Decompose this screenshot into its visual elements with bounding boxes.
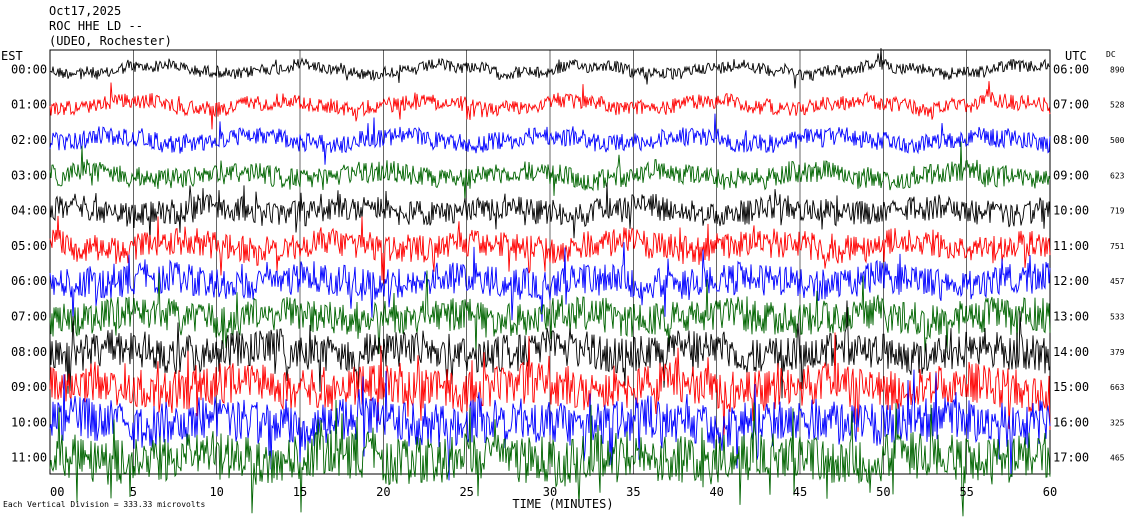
est-time-label: 11:00: [11, 451, 47, 465]
dc-value: 465: [1110, 454, 1125, 463]
est-time-label: 01:00: [11, 98, 47, 112]
est-time-label: 03:00: [11, 168, 47, 182]
scale-note: Each Vertical Division = 333.33 microvol…: [3, 500, 206, 509]
utc-time-label: 13:00: [1053, 310, 1089, 324]
est-time-label: 00:00: [11, 62, 47, 76]
trace-line: [49, 141, 1051, 202]
x-tick-label: 15: [293, 485, 307, 499]
est-time-label: 08:00: [11, 345, 47, 359]
x-tick-label: 30: [543, 485, 557, 499]
dc-value: 719: [1110, 207, 1125, 216]
dc-value: 751: [1110, 242, 1125, 251]
chart-header: Oct17,2025 ROC HHE LD -- (UDEO, Rocheste…: [49, 4, 172, 49]
trace-line: [49, 113, 1051, 165]
x-tick-label: 40: [709, 485, 723, 499]
est-time-label: 04:00: [11, 204, 47, 218]
trace-line: [49, 182, 1051, 242]
trace-line: [49, 215, 1051, 284]
utc-time-label: 07:00: [1053, 98, 1089, 112]
x-tick-label: 35: [626, 485, 640, 499]
est-axis-label: EST: [1, 49, 23, 63]
x-tick-label: 25: [459, 485, 473, 499]
utc-time-label: 15:00: [1053, 380, 1089, 394]
trace-line: [49, 300, 1051, 399]
x-tick-label: 10: [209, 485, 223, 499]
est-time-label: 02:00: [11, 133, 47, 147]
trace-line: [49, 270, 1051, 355]
x-tick-label: 45: [793, 485, 807, 499]
utc-time-label: 06:00: [1053, 62, 1089, 76]
x-tick-label: 55: [959, 485, 973, 499]
est-time-label: 07:00: [11, 310, 47, 324]
dc-column-header: DC: [1106, 50, 1116, 59]
x-axis-title: TIME (MINUTES): [512, 497, 613, 511]
trace-line: [49, 48, 1051, 89]
x-tick-label: 60: [1043, 485, 1057, 499]
trace-line: [49, 81, 1051, 130]
trace-line: [49, 242, 1051, 322]
utc-time-label: 11:00: [1053, 239, 1089, 253]
x-tick-label: 20: [376, 485, 390, 499]
network-label: (UDEO, Rochester): [49, 34, 172, 48]
dc-value: 890: [1110, 65, 1125, 74]
dc-value: 528: [1110, 101, 1125, 110]
dc-value: 533: [1110, 313, 1125, 322]
utc-time-label: 08:00: [1053, 133, 1089, 147]
utc-axis-label: UTC: [1065, 49, 1087, 63]
dc-value: 663: [1110, 383, 1125, 392]
dc-value: 457: [1110, 277, 1125, 286]
utc-time-label: 12:00: [1053, 274, 1089, 288]
x-tick-label: 5: [130, 485, 137, 499]
dc-value: 500: [1110, 136, 1125, 145]
seismic-traces: [49, 48, 1051, 517]
utc-time-label: 16:00: [1053, 415, 1089, 429]
x-tick-label: 50: [876, 485, 890, 499]
est-time-label: 06:00: [11, 274, 47, 288]
trace-line: [49, 399, 1051, 517]
utc-time-label: 09:00: [1053, 168, 1089, 182]
est-time-label: 09:00: [11, 380, 47, 394]
dc-value: 325: [1110, 418, 1125, 427]
dc-value: 623: [1110, 171, 1125, 180]
utc-time-label: 17:00: [1053, 451, 1089, 465]
utc-time-label: 14:00: [1053, 345, 1089, 359]
trace-line: [49, 369, 1051, 481]
date-label: Oct17,2025: [49, 4, 122, 18]
est-time-label: 05:00: [11, 239, 47, 253]
row-labels: 00:00 06:00 890 01:00 07:00 528 02:00 08:00 500 0…: [11, 62, 1125, 464]
dc-value: 379: [1110, 348, 1125, 357]
trace-line: [49, 332, 1051, 438]
station-label: ROC HHE LD --: [49, 19, 143, 33]
est-time-label: 10:00: [11, 415, 47, 429]
x-tick-label: 00: [50, 485, 64, 499]
utc-time-label: 10:00: [1053, 204, 1089, 218]
x-axis-ticks: 00 5 10 15 20 25 30 35 40 45 50 55 60: [50, 485, 1057, 499]
